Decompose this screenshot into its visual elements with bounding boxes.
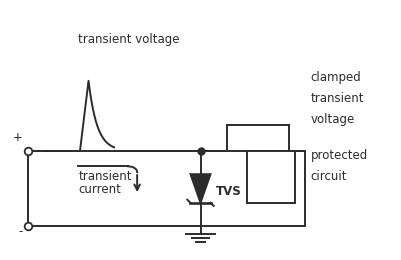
- Text: clamped: clamped: [311, 72, 362, 84]
- Text: +: +: [13, 131, 23, 144]
- Polygon shape: [190, 174, 211, 203]
- Text: circuit: circuit: [311, 170, 347, 183]
- Bar: [247, 151, 295, 203]
- Text: -: -: [19, 225, 23, 238]
- Text: transient: transient: [78, 170, 132, 183]
- Text: protected: protected: [311, 150, 368, 162]
- Text: transient voltage: transient voltage: [77, 32, 179, 46]
- Text: TVS: TVS: [216, 185, 241, 198]
- Text: current: current: [78, 183, 121, 196]
- Text: voltage: voltage: [311, 113, 355, 126]
- Text: transient: transient: [311, 92, 364, 105]
